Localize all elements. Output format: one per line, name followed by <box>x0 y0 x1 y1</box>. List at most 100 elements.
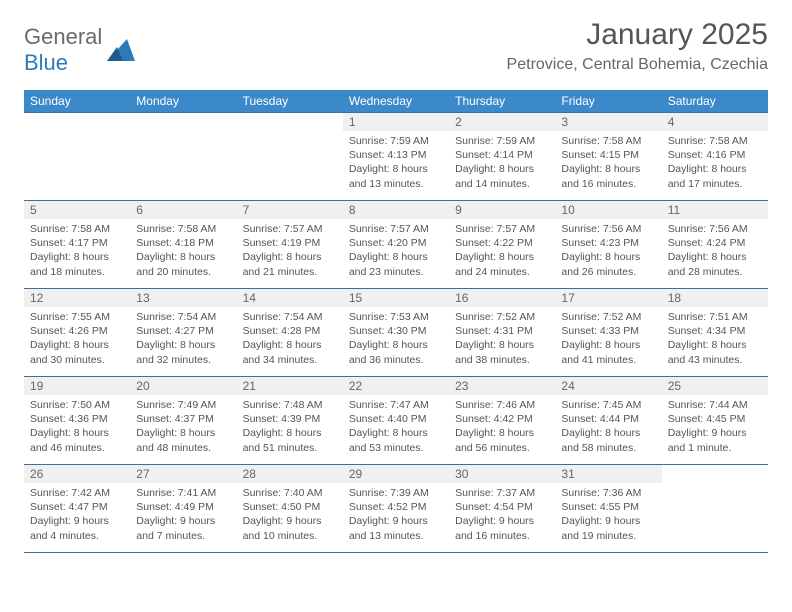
calendar-cell: 17Sunrise: 7:52 AMSunset: 4:33 PMDayligh… <box>555 289 661 377</box>
calendar-cell: 23Sunrise: 7:46 AMSunset: 4:42 PMDayligh… <box>449 377 555 465</box>
weekday-header: Saturday <box>662 90 768 113</box>
day-number: 9 <box>449 201 555 219</box>
day-details: Sunrise: 7:41 AMSunset: 4:49 PMDaylight:… <box>130 483 236 547</box>
day-number: 17 <box>555 289 661 307</box>
calendar-cell: 13Sunrise: 7:54 AMSunset: 4:27 PMDayligh… <box>130 289 236 377</box>
day-number: 28 <box>237 465 343 483</box>
calendar-row: 5Sunrise: 7:58 AMSunset: 4:17 PMDaylight… <box>24 201 768 289</box>
day-number: 24 <box>555 377 661 395</box>
calendar-cell: 20Sunrise: 7:49 AMSunset: 4:37 PMDayligh… <box>130 377 236 465</box>
day-details: Sunrise: 7:37 AMSunset: 4:54 PMDaylight:… <box>449 483 555 547</box>
day-details: Sunrise: 7:59 AMSunset: 4:14 PMDaylight:… <box>449 131 555 195</box>
calendar-cell: 24Sunrise: 7:45 AMSunset: 4:44 PMDayligh… <box>555 377 661 465</box>
day-number: 2 <box>449 113 555 131</box>
day-details: Sunrise: 7:45 AMSunset: 4:44 PMDaylight:… <box>555 395 661 459</box>
day-details: Sunrise: 7:56 AMSunset: 4:24 PMDaylight:… <box>662 219 768 283</box>
location-label: Petrovice, Central Bohemia, Czechia <box>507 56 768 74</box>
day-number: 25 <box>662 377 768 395</box>
day-number: 21 <box>237 377 343 395</box>
calendar-cell: 31Sunrise: 7:36 AMSunset: 4:55 PMDayligh… <box>555 465 661 553</box>
header: General Blue January 2025 Petrovice, Cen… <box>24 18 768 76</box>
day-details: Sunrise: 7:39 AMSunset: 4:52 PMDaylight:… <box>343 483 449 547</box>
brand-word-1: General <box>24 24 102 49</box>
calendar-cell: 5Sunrise: 7:58 AMSunset: 4:17 PMDaylight… <box>24 201 130 289</box>
day-details: Sunrise: 7:57 AMSunset: 4:20 PMDaylight:… <box>343 219 449 283</box>
weekday-header: Tuesday <box>237 90 343 113</box>
day-number: 30 <box>449 465 555 483</box>
day-details: Sunrise: 7:55 AMSunset: 4:26 PMDaylight:… <box>24 307 130 371</box>
day-details: Sunrise: 7:42 AMSunset: 4:47 PMDaylight:… <box>24 483 130 547</box>
weekday-header-row: SundayMondayTuesdayWednesdayThursdayFrid… <box>24 90 768 113</box>
title-block: January 2025 Petrovice, Central Bohemia,… <box>507 18 768 74</box>
weekday-header: Monday <box>130 90 236 113</box>
calendar-row: 12Sunrise: 7:55 AMSunset: 4:26 PMDayligh… <box>24 289 768 377</box>
day-details: Sunrise: 7:52 AMSunset: 4:31 PMDaylight:… <box>449 307 555 371</box>
day-number: 5 <box>24 201 130 219</box>
day-number: 7 <box>237 201 343 219</box>
day-details: Sunrise: 7:49 AMSunset: 4:37 PMDaylight:… <box>130 395 236 459</box>
day-number: 31 <box>555 465 661 483</box>
weekday-header: Thursday <box>449 90 555 113</box>
day-details: Sunrise: 7:48 AMSunset: 4:39 PMDaylight:… <box>237 395 343 459</box>
calendar-cell: 16Sunrise: 7:52 AMSunset: 4:31 PMDayligh… <box>449 289 555 377</box>
calendar-cell: 6Sunrise: 7:58 AMSunset: 4:18 PMDaylight… <box>130 201 236 289</box>
calendar-cell: 22Sunrise: 7:47 AMSunset: 4:40 PMDayligh… <box>343 377 449 465</box>
day-details: Sunrise: 7:58 AMSunset: 4:17 PMDaylight:… <box>24 219 130 283</box>
calendar-cell: 27Sunrise: 7:41 AMSunset: 4:49 PMDayligh… <box>130 465 236 553</box>
calendar-cell: 7Sunrise: 7:57 AMSunset: 4:19 PMDaylight… <box>237 201 343 289</box>
day-number: 18 <box>662 289 768 307</box>
calendar-cell: 10Sunrise: 7:56 AMSunset: 4:23 PMDayligh… <box>555 201 661 289</box>
calendar-row: 19Sunrise: 7:50 AMSunset: 4:36 PMDayligh… <box>24 377 768 465</box>
day-number: 16 <box>449 289 555 307</box>
day-number: 4 <box>662 113 768 131</box>
calendar-cell: 29Sunrise: 7:39 AMSunset: 4:52 PMDayligh… <box>343 465 449 553</box>
day-details: Sunrise: 7:50 AMSunset: 4:36 PMDaylight:… <box>24 395 130 459</box>
calendar-cell: 21Sunrise: 7:48 AMSunset: 4:39 PMDayligh… <box>237 377 343 465</box>
brand-logo: General Blue <box>24 24 135 76</box>
calendar-cell: 25Sunrise: 7:44 AMSunset: 4:45 PMDayligh… <box>662 377 768 465</box>
day-details: Sunrise: 7:40 AMSunset: 4:50 PMDaylight:… <box>237 483 343 547</box>
brand-word-2: Blue <box>24 50 68 75</box>
day-number: 22 <box>343 377 449 395</box>
day-number: 3 <box>555 113 661 131</box>
calendar-cell: 28Sunrise: 7:40 AMSunset: 4:50 PMDayligh… <box>237 465 343 553</box>
day-details: Sunrise: 7:47 AMSunset: 4:40 PMDaylight:… <box>343 395 449 459</box>
calendar-cell: 12Sunrise: 7:55 AMSunset: 4:26 PMDayligh… <box>24 289 130 377</box>
day-details: Sunrise: 7:56 AMSunset: 4:23 PMDaylight:… <box>555 219 661 283</box>
weekday-header: Sunday <box>24 90 130 113</box>
day-number: 6 <box>130 201 236 219</box>
day-details: Sunrise: 7:53 AMSunset: 4:30 PMDaylight:… <box>343 307 449 371</box>
day-number: 1 <box>343 113 449 131</box>
calendar-row: ......1Sunrise: 7:59 AMSunset: 4:13 PMDa… <box>24 113 768 201</box>
brand-text: General Blue <box>24 24 102 76</box>
day-details: Sunrise: 7:57 AMSunset: 4:22 PMDaylight:… <box>449 219 555 283</box>
day-number: 15 <box>343 289 449 307</box>
day-details: Sunrise: 7:58 AMSunset: 4:16 PMDaylight:… <box>662 131 768 195</box>
day-details: Sunrise: 7:58 AMSunset: 4:18 PMDaylight:… <box>130 219 236 283</box>
day-details: Sunrise: 7:59 AMSunset: 4:13 PMDaylight:… <box>343 131 449 195</box>
day-details: Sunrise: 7:57 AMSunset: 4:19 PMDaylight:… <box>237 219 343 283</box>
calendar-cell: .. <box>662 465 768 553</box>
calendar-cell: 4Sunrise: 7:58 AMSunset: 4:16 PMDaylight… <box>662 113 768 201</box>
calendar-table: SundayMondayTuesdayWednesdayThursdayFrid… <box>24 90 768 553</box>
calendar-cell: .. <box>24 113 130 201</box>
day-number: 19 <box>24 377 130 395</box>
day-details: Sunrise: 7:51 AMSunset: 4:34 PMDaylight:… <box>662 307 768 371</box>
brand-mark-icon <box>107 39 135 61</box>
day-number: 12 <box>24 289 130 307</box>
day-details: Sunrise: 7:52 AMSunset: 4:33 PMDaylight:… <box>555 307 661 371</box>
calendar-cell: 3Sunrise: 7:58 AMSunset: 4:15 PMDaylight… <box>555 113 661 201</box>
calendar-cell: 14Sunrise: 7:54 AMSunset: 4:28 PMDayligh… <box>237 289 343 377</box>
calendar-cell: 2Sunrise: 7:59 AMSunset: 4:14 PMDaylight… <box>449 113 555 201</box>
day-details: Sunrise: 7:44 AMSunset: 4:45 PMDaylight:… <box>662 395 768 459</box>
calendar-row: 26Sunrise: 7:42 AMSunset: 4:47 PMDayligh… <box>24 465 768 553</box>
calendar-cell: 15Sunrise: 7:53 AMSunset: 4:30 PMDayligh… <box>343 289 449 377</box>
calendar-cell: 11Sunrise: 7:56 AMSunset: 4:24 PMDayligh… <box>662 201 768 289</box>
weekday-header: Friday <box>555 90 661 113</box>
calendar-cell: .. <box>130 113 236 201</box>
calendar-cell: 9Sunrise: 7:57 AMSunset: 4:22 PMDaylight… <box>449 201 555 289</box>
calendar-cell: 26Sunrise: 7:42 AMSunset: 4:47 PMDayligh… <box>24 465 130 553</box>
day-number: 27 <box>130 465 236 483</box>
month-title: January 2025 <box>507 18 768 52</box>
day-number: 8 <box>343 201 449 219</box>
